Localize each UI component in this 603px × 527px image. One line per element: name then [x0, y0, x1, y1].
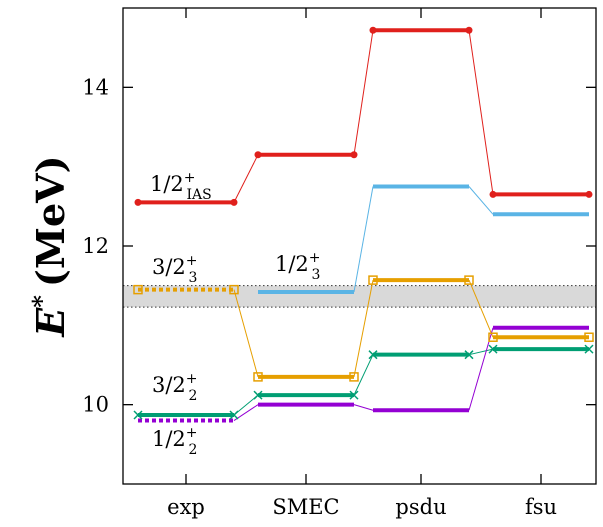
marker-threehalf-2-smec-1	[349, 390, 359, 400]
connector-threehalf-2-2	[468, 348, 494, 356]
connector-threehalf-3-0	[233, 289, 259, 378]
y-axis-title: E*(MeV)	[27, 155, 73, 337]
marker-half-ias-smec-0	[254, 151, 262, 159]
level-label-half-2: 1/2+ 2	[152, 425, 198, 458]
x-tick-label-psdu: psdu	[395, 495, 446, 519]
marker-threehalf-3-psdu-1	[464, 275, 474, 285]
connector-half-3-1	[353, 186, 374, 293]
marker-threehalf-3-smec-1	[349, 372, 359, 382]
connector-threehalf-3-2	[468, 279, 494, 338]
marker-layer	[133, 26, 594, 420]
axis-layer: 10 12 14 exp SMEC psdu fsu	[82, 8, 596, 519]
marker-threehalf-2-fsu-1	[584, 344, 594, 354]
marker-half-ias-psdu-1	[465, 26, 473, 34]
marker-half-ias-exp-0	[134, 198, 142, 206]
level-label-threehalf-2: 3/2+ 2	[152, 371, 198, 404]
connector-half-3-2	[468, 186, 494, 215]
connector-half-ias-0	[233, 154, 259, 203]
x-tick-label-exp: exp	[167, 495, 205, 519]
y-tick-label-14: 14	[82, 75, 109, 99]
band-layer	[123, 285, 596, 308]
y-tick-label-12: 12	[82, 234, 109, 258]
marker-half-ias-exp-1	[230, 198, 238, 206]
connector-half-ias-2	[468, 30, 494, 195]
marker-threehalf-3-psdu-0	[368, 275, 378, 285]
marker-threehalf-3-fsu-1	[584, 332, 594, 342]
marker-half-ias-fsu-0	[489, 190, 497, 198]
marker-threehalf-3-smec-0	[253, 372, 263, 382]
marker-half-ias-psdu-0	[369, 26, 377, 34]
level-label-threehalf-3: 3/2+ 3	[152, 253, 198, 286]
marker-half-ias-smec-1	[350, 151, 358, 159]
label-layer: 1/2+ IAS 1/2+ 3 3/2+ 3 3/2+ 2 1/2+ 2	[150, 170, 321, 458]
marker-threehalf-2-psdu-0	[368, 350, 378, 360]
marker-threehalf-2-fsu-0	[488, 344, 498, 354]
marker-threehalf-3-fsu-0	[488, 332, 498, 342]
connector-threehalf-3-1	[353, 280, 374, 377]
x-tick-label-fsu: fsu	[525, 495, 557, 519]
connector-half-2-1	[353, 404, 374, 411]
marker-threehalf-2-smec-0	[253, 390, 263, 400]
y-tick-label-10: 10	[82, 393, 109, 417]
level-label-half-3: 1/2+ 3	[275, 250, 321, 283]
marker-threehalf-2-exp-0	[133, 410, 143, 420]
x-tick-label-smec: SMEC	[272, 495, 339, 519]
connector-threehalf-2-1	[353, 354, 374, 396]
marker-threehalf-3-exp-0	[133, 284, 143, 295]
shaded-band	[123, 285, 596, 308]
marker-threehalf-2-psdu-1	[464, 350, 474, 360]
connector-half-2-0	[233, 404, 259, 421]
marker-threehalf-3-exp-1	[229, 284, 239, 295]
marker-half-ias-fsu-1	[585, 190, 593, 198]
level-layer	[138, 28, 589, 423]
connector-half-ias-1	[353, 30, 374, 155]
marker-threehalf-2-exp-1	[229, 410, 239, 420]
level-label-half-ias: 1/2+ IAS	[150, 170, 212, 203]
